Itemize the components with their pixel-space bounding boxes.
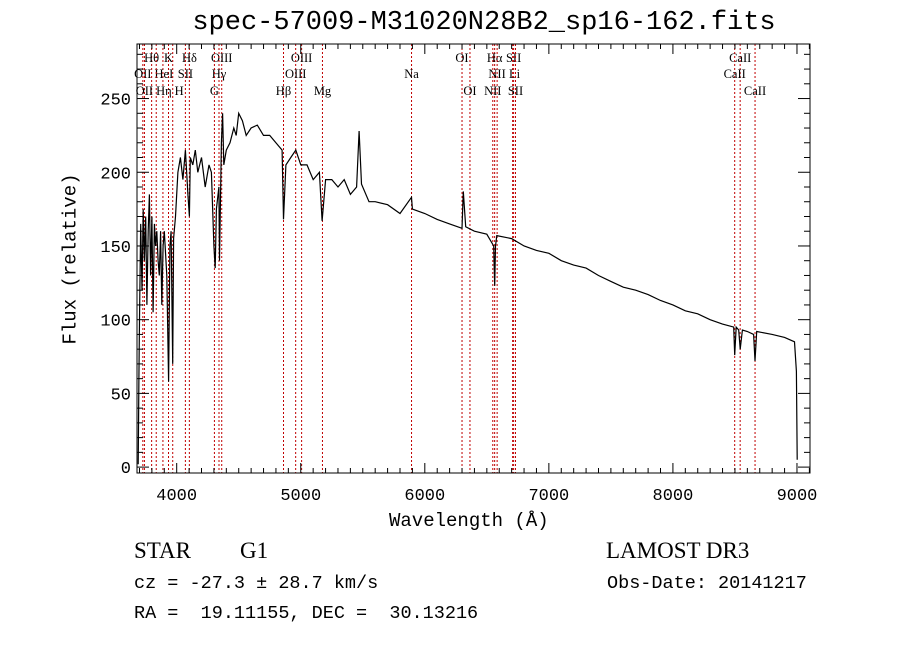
spectral-line-label: Hδ	[182, 51, 197, 65]
spectral-line-label: Na	[404, 67, 419, 81]
spectral-line-label: Hα	[487, 51, 503, 65]
survey-name: LAMOST DR3	[606, 538, 750, 563]
x-tick-label: 8000	[653, 487, 694, 506]
spectral-line-label: Hη	[156, 84, 172, 98]
y-tick-label: 200	[100, 165, 131, 184]
spectral-line-label: CaII	[729, 51, 751, 65]
spectral-line-label: OII	[136, 84, 153, 98]
y-tick-label: 100	[100, 313, 131, 332]
x-tick-label: 5000	[280, 487, 321, 506]
redshift-velocity: cz = -27.3 ± 28.7 km/s	[134, 573, 379, 594]
spectral-line-label: OIII	[291, 51, 313, 65]
spectral-line-label: CaII	[724, 67, 746, 81]
x-axis-label: Wavelength (Å)	[389, 510, 549, 532]
x-tick-label: 6000	[404, 487, 445, 506]
spectral-line-label: SII	[508, 84, 523, 98]
object-type: STAR	[134, 538, 191, 563]
x-tick-label: 9000	[777, 487, 818, 506]
spectral-line-label: Mg	[314, 84, 332, 98]
spectral-line-label: Hβ	[276, 84, 291, 98]
object-subclass: G1	[240, 538, 269, 563]
spectral-line-label: NII	[484, 84, 501, 98]
y-tick-label: 50	[111, 386, 131, 405]
spectrum-line	[137, 111, 798, 465]
spectral-line-label: H	[175, 84, 184, 98]
spectral-line-label: OIII	[211, 51, 233, 65]
spectral-line-label: SII	[506, 51, 521, 65]
spectral-line-label: OI	[455, 51, 468, 65]
observation-date: Obs-Date: 20141217	[607, 573, 807, 594]
y-axis-label: Flux (relative)	[59, 173, 82, 345]
spectral-line-label: OI	[463, 84, 476, 98]
x-tick-label: 7000	[528, 487, 569, 506]
y-tick-label: 0	[121, 460, 131, 479]
spectral-line-label: HeI	[155, 67, 174, 81]
coordinates: RA = 19.11155, DEC = 30.13216	[134, 603, 479, 624]
spectral-line-label: NII	[488, 67, 505, 81]
spectral-line-label: OIII	[285, 67, 307, 81]
x-tick-label: 4000	[156, 487, 197, 506]
spectral-line-label: K	[164, 51, 173, 65]
spectral-line-label: CaII	[744, 84, 766, 98]
spectral-line-label: OII	[134, 67, 151, 81]
spectral-line-label: Li	[509, 67, 521, 81]
spectral-line-label: SII	[178, 67, 193, 81]
spectral-line-label: G	[210, 84, 219, 98]
y-tick-label: 250	[100, 92, 131, 111]
y-tick-label: 150	[100, 239, 131, 258]
plot-frame	[136, 43, 811, 474]
spectral-line-label: Hγ	[212, 67, 227, 81]
spectral-line-label: Hθ	[144, 51, 159, 65]
chart-title: spec-57009-M31020N28B2_sp16-162.fits	[192, 8, 776, 38]
